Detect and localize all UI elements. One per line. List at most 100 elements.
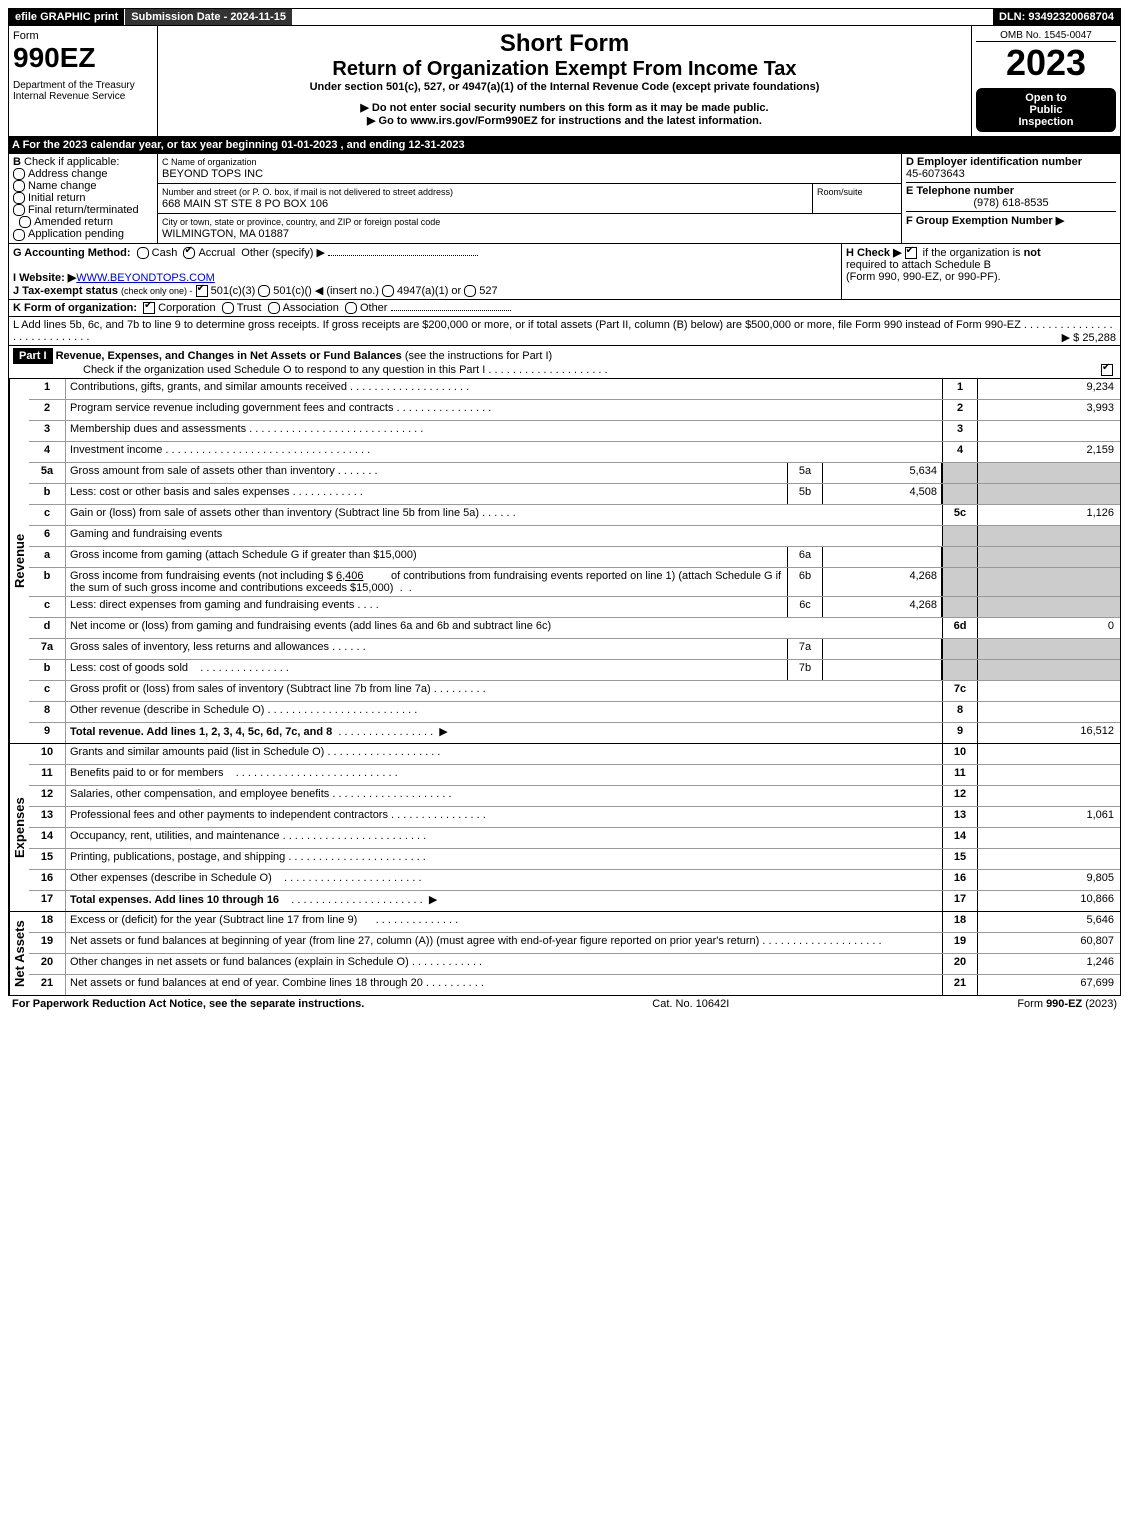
l7b-sv — [823, 660, 942, 680]
l6d-desc: Net income or (loss) from gaming and fun… — [66, 618, 942, 638]
checkbox-final-return[interactable] — [13, 204, 25, 216]
checkbox-address-change[interactable] — [13, 168, 25, 180]
checkbox-cash[interactable] — [137, 247, 149, 259]
checkbox-501c3[interactable] — [196, 285, 208, 297]
l7a-box — [942, 639, 978, 659]
l18-val: 5,646 — [978, 912, 1120, 932]
b-label: Check if applicable: — [24, 156, 119, 168]
l11-num: 11 — [29, 765, 66, 785]
checkbox-initial-return[interactable] — [13, 192, 25, 204]
l5a-box — [942, 463, 978, 483]
g-other: Other (specify) ▶ — [241, 247, 325, 259]
l5b-sub: 5b — [787, 484, 823, 504]
l6b-val — [978, 568, 1120, 596]
dept-treasury: Department of the Treasury — [13, 80, 153, 91]
l6c-box — [942, 597, 978, 617]
checkbox-accrual[interactable] — [183, 247, 195, 259]
l5c-desc: Gain or (loss) from sale of assets other… — [66, 505, 942, 525]
l2-box: 2 — [942, 400, 978, 420]
l9-box: 9 — [942, 723, 978, 743]
checkbox-527[interactable] — [464, 285, 476, 297]
l15-num: 15 — [29, 849, 66, 869]
l6d-val: 0 — [978, 618, 1120, 638]
gh-table: G Accounting Method: Cash Accrual Other … — [8, 244, 1121, 300]
top-bar: efile GRAPHIC print Submission Date - 20… — [8, 8, 1121, 26]
l5c-num: c — [29, 505, 66, 525]
l17-box: 17 — [942, 891, 978, 911]
l1-box: 1 — [942, 379, 978, 399]
l2-num: 2 — [29, 400, 66, 420]
l20-box: 20 — [942, 954, 978, 974]
checkbox-4947[interactable] — [382, 285, 394, 297]
checkbox-pending[interactable] — [13, 229, 25, 241]
l16-desc: Other expenses (describe in Schedule O) … — [66, 870, 942, 890]
l6a-desc: Gross income from gaming (attach Schedul… — [66, 547, 787, 567]
l6c-sv: 4,268 — [823, 597, 942, 617]
short-form-title: Short Form — [162, 30, 967, 58]
part1-check: Check if the organization used Schedule … — [83, 364, 485, 376]
netassets-vlabel: Net Assets — [9, 912, 29, 995]
h-label: H Check ▶ — [846, 247, 902, 259]
irs-label: Internal Revenue Service — [13, 91, 153, 102]
room-label: Room/suite — [817, 187, 863, 197]
l6a-sv — [823, 547, 942, 567]
l7a-sub: 7a — [787, 639, 823, 659]
street-label: Number and street (or P. O. box, if mail… — [162, 187, 453, 197]
l20-val: 1,246 — [978, 954, 1120, 974]
l3-val — [978, 421, 1120, 441]
header-left: Form 990EZ Department of the Treasury In… — [9, 26, 158, 136]
footer-mid: Cat. No. 10642I — [652, 998, 729, 1010]
l18-num: 18 — [29, 912, 66, 932]
l5b-box — [942, 484, 978, 504]
k-trust: Trust — [237, 302, 262, 314]
l6d-box: 6d — [942, 618, 978, 638]
subtitle: Under section 501(c), 527, or 4947(a)(1)… — [162, 81, 967, 93]
l3-desc: Membership dues and assessments . . . . … — [66, 421, 942, 441]
return-title: Return of Organization Exempt From Incom… — [162, 58, 967, 81]
checkbox-trust[interactable] — [222, 302, 234, 314]
l6c-val — [978, 597, 1120, 617]
l2-val: 3,993 — [978, 400, 1120, 420]
b-name: Name change — [28, 180, 97, 192]
checkbox-other[interactable] — [345, 302, 357, 314]
l19-desc: Net assets or fund balances at beginning… — [66, 933, 942, 953]
checkbox-h[interactable] — [905, 247, 917, 259]
city-label: City or town, state or province, country… — [162, 217, 440, 227]
l1-num: 1 — [29, 379, 66, 399]
l7a-val — [978, 639, 1120, 659]
l6b-num: b — [29, 568, 66, 596]
b-pending: Application pending — [28, 228, 124, 240]
l21-desc: Net assets or fund balances at end of ye… — [66, 975, 942, 995]
form-header: Form 990EZ Department of the Treasury In… — [8, 26, 1121, 137]
goto-link[interactable]: ▶ Go to www.irs.gov/Form990EZ for instru… — [162, 114, 967, 127]
l5b-desc: Less: cost or other basis and sales expe… — [66, 484, 787, 504]
l19-box: 19 — [942, 933, 978, 953]
l4-num: 4 — [29, 442, 66, 462]
l5a-num: 5a — [29, 463, 66, 483]
l5b-num: b — [29, 484, 66, 504]
l-text: L Add lines 5b, 6c, and 7b to line 9 to … — [13, 319, 1021, 331]
checkbox-name-change[interactable] — [13, 180, 25, 192]
efile-print[interactable]: efile GRAPHIC print — [9, 9, 124, 25]
checkbox-assoc[interactable] — [268, 302, 280, 314]
l18-box: 18 — [942, 912, 978, 932]
website-link[interactable]: WWW.BEYONDTOPS.COM — [76, 272, 215, 284]
l6c-num: c — [29, 597, 66, 617]
open-public-badge: Open to Public Inspection — [976, 88, 1116, 132]
l6b-box — [942, 568, 978, 596]
checkbox-501c[interactable] — [258, 285, 270, 297]
checkbox-corp[interactable] — [143, 302, 155, 314]
l8-desc: Other revenue (describe in Schedule O) .… — [66, 702, 942, 722]
l7b-num: b — [29, 660, 66, 680]
l2-desc: Program service revenue including govern… — [66, 400, 942, 420]
city: WILMINGTON, MA 01887 — [162, 228, 289, 240]
l19-val: 60,807 — [978, 933, 1120, 953]
k-label: K Form of organization: — [13, 302, 137, 314]
checkbox-schedule-o[interactable] — [1101, 364, 1113, 376]
expenses-vlabel: Expenses — [9, 744, 29, 911]
footer: For Paperwork Reduction Act Notice, see … — [8, 996, 1121, 1012]
net-assets-section: Net Assets 18Excess or (deficit) for the… — [8, 912, 1121, 996]
checkbox-amended[interactable] — [19, 216, 31, 228]
l8-num: 8 — [29, 702, 66, 722]
l6b-desc: Gross income from fundraising events (no… — [66, 568, 787, 596]
